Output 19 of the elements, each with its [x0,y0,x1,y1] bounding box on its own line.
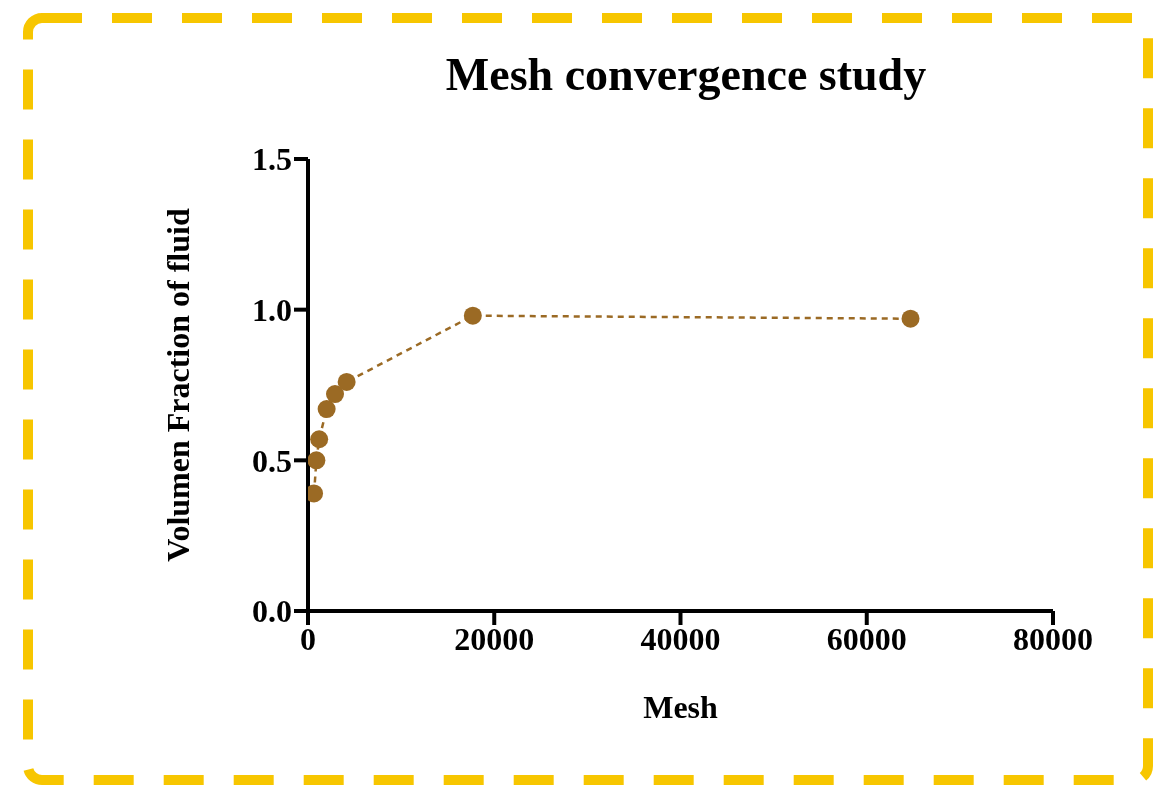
point [308,451,326,470]
x-axis-title: Mesh [643,689,719,725]
y-axis-title: Volumen Fraction of fluid [160,208,197,562]
y-tick-label: 1.0 [252,292,292,329]
point [463,306,482,325]
y-tick-label: 0.0 [252,593,292,630]
point [901,309,920,328]
x-tick-label: 40000 [640,620,721,657]
x-tick-label: 0 [300,620,316,657]
x-tick-label: 80000 [1013,620,1093,657]
point [326,385,345,404]
y-tick-label: 0.5 [252,442,292,479]
x-tick-label: 60000 [826,620,907,657]
y-tick-label: 1.5 [252,141,292,178]
x-tick-label: 20000 [454,620,535,657]
chart-title: Mesh convergence study [445,49,927,100]
point [317,400,336,419]
point [310,430,329,449]
point [337,372,356,391]
